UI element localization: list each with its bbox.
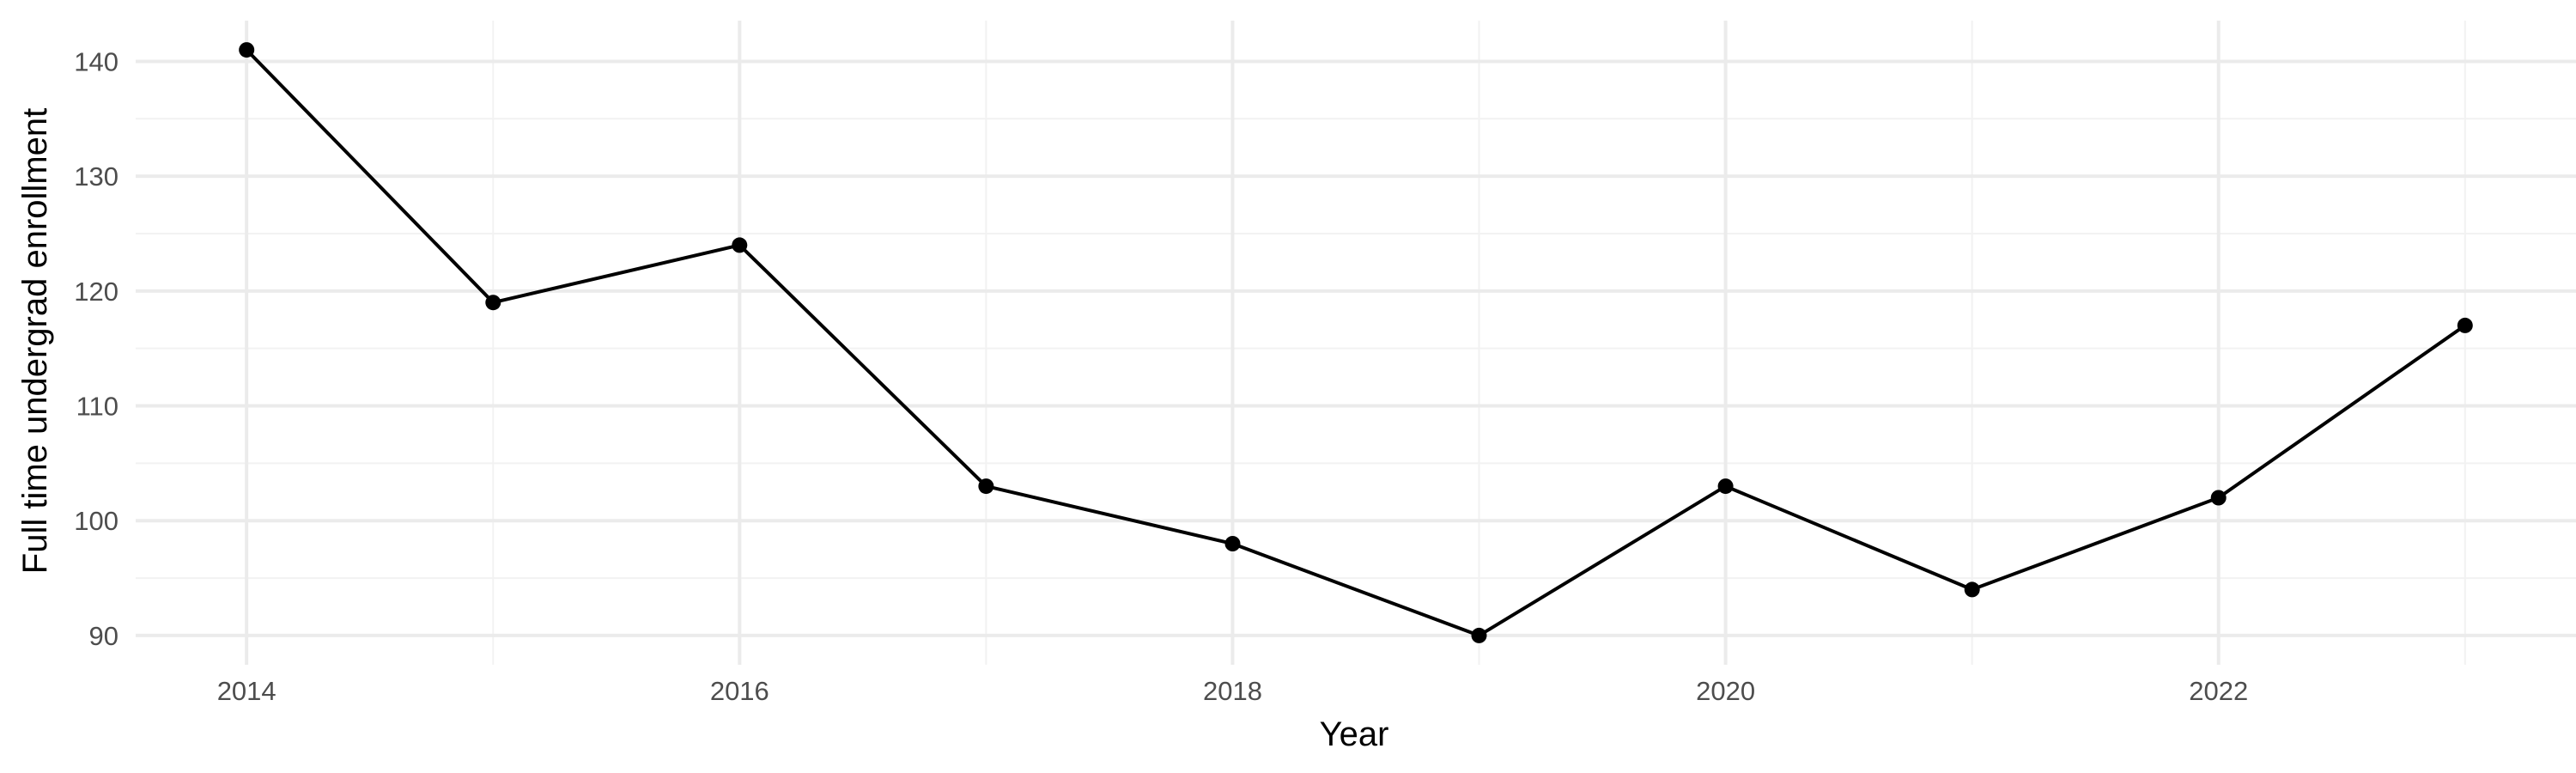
data-point [485, 295, 501, 311]
y-tick-label: 100 [74, 506, 118, 536]
x-axis-title: Year [1320, 715, 1389, 753]
major-gridlines [136, 21, 2576, 665]
series-layer [239, 42, 2473, 643]
y-tick-label: 90 [89, 621, 118, 651]
x-tick-label: 2018 [1203, 676, 1262, 706]
y-axis-title: Full time undergrad enrollment [16, 108, 54, 574]
data-point [732, 237, 748, 253]
data-point [239, 42, 255, 58]
x-tick-label: 2014 [217, 676, 276, 706]
data-point [1471, 627, 1487, 643]
data-point [2210, 490, 2227, 506]
x-axis-tick-labels: 2014 2016 2018 2020 2022 [217, 676, 2249, 706]
minor-gridlines [136, 21, 2576, 665]
y-tick-label: 140 [74, 46, 118, 76]
data-point [978, 478, 994, 495]
series-line [245, 48, 2466, 638]
x-tick-label: 2020 [1696, 676, 1755, 706]
y-tick-label: 120 [74, 277, 118, 307]
data-point [1964, 581, 1980, 598]
x-tick-label: 2022 [2189, 676, 2248, 706]
y-axis-tick-labels: 90 100 110 120 130 140 [74, 46, 118, 650]
x-tick-label: 2016 [710, 676, 769, 706]
y-tick-label: 110 [76, 392, 118, 422]
y-tick-label: 130 [74, 161, 118, 192]
data-point [2457, 317, 2473, 333]
data-point [1224, 536, 1241, 551]
data-point [1717, 478, 1734, 495]
